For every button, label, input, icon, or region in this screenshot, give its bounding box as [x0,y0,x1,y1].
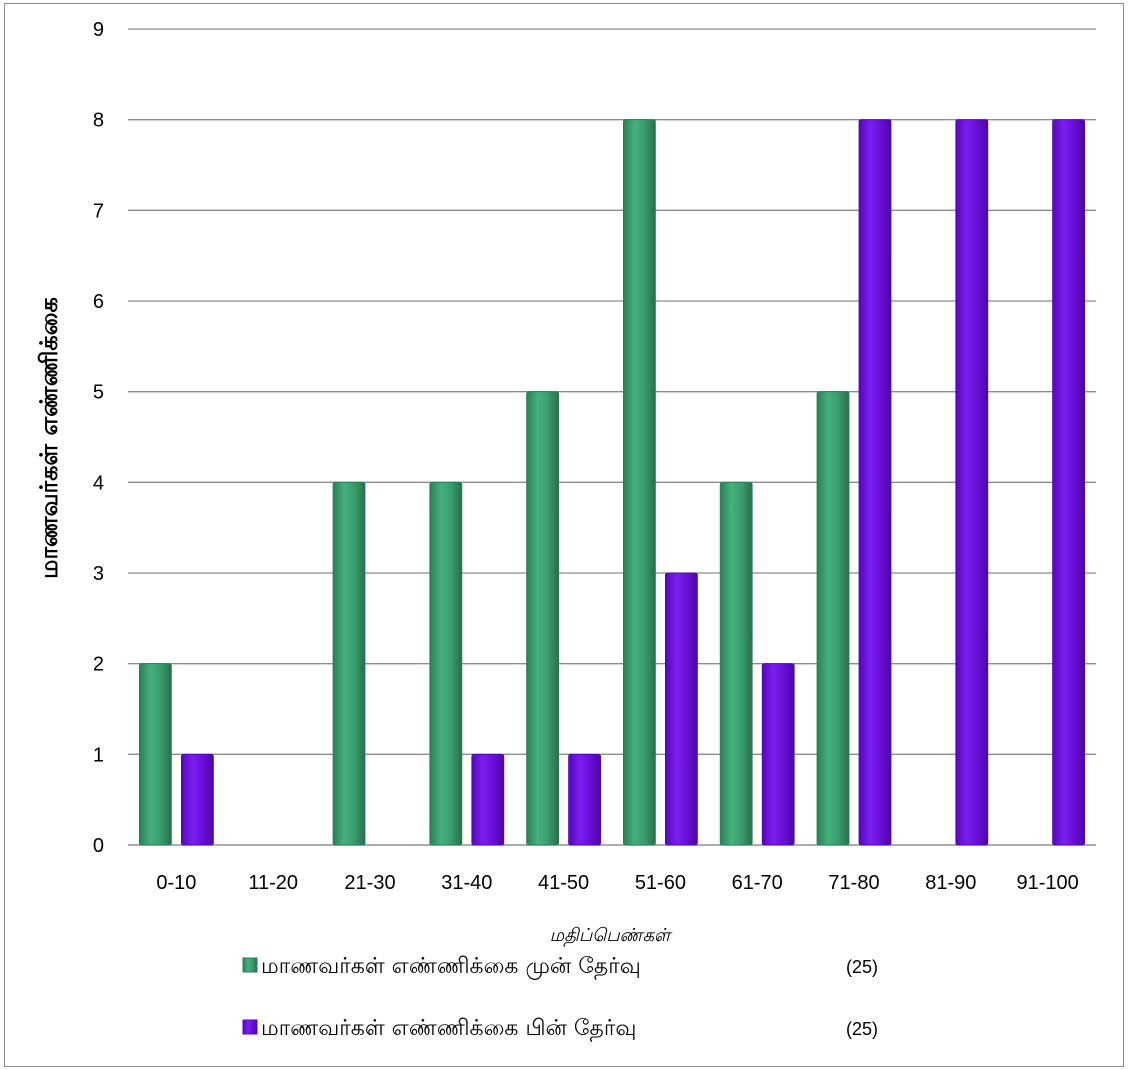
legend-item-post-test: மாணவர்கள் எண்ணிக்கை பின் தேர்வு (25) [242,1016,878,1042]
bar-post-test [858,119,892,846]
y-tick-label: 4 [93,472,104,494]
x-tick-label: 61-70 [732,872,783,894]
bar-pre-test [719,481,753,846]
bar-post-test [955,119,989,846]
legend-label-post-test: மாணவர்கள் எண்ணிக்கை பின் தேர்வு [261,1016,636,1042]
bar-pre-test [138,663,172,846]
y-tick-labels: 0 1 2 3 4 5 6 7 8 9 [93,19,104,857]
x-tick-label: 21-30 [344,872,395,894]
y-tick-label: 1 [93,744,104,766]
y-tick-label: 3 [93,563,104,585]
legend-item-pre-test: மாணவர்கள் எண்ணிக்கை முன் தேர்வு (25) [242,954,878,980]
bar-post-test [471,753,505,846]
y-tick-label: 6 [93,291,104,313]
x-tick-label: 41-50 [538,872,589,894]
x-tick-labels: 0-10 11-20 21-30 31-40 41-50 51-60 61-70 71-80 8… [156,872,1078,894]
x-tick-label: 51-60 [635,872,686,894]
bar-pre-test [623,119,656,846]
legend-label-pre-test: மாணவர்கள் எண்ணிக்கை முன் தேர்வு [261,954,641,980]
y-tick-label: 5 [93,382,104,404]
bars [138,119,1085,846]
y-axis-label: மாணவர்கள் எண்ணிக்கை [35,297,63,579]
legend-swatch-pre-test [242,957,258,973]
bar-post-test [761,663,795,846]
legend: மாணவர்கள் எண்ணிக்கை முன் தேர்வு (25) மாண… [242,954,878,1042]
x-tick-label: 71-80 [828,872,879,894]
bar-pre-test [816,391,850,846]
x-tick-label: 0-10 [156,872,196,894]
chart-frame [4,3,1124,1067]
y-tick-label: 9 [93,19,104,41]
x-tick-label: 91-100 [1016,872,1078,894]
x-tick-label: 31-40 [441,872,492,894]
y-tick-label: 2 [93,654,104,676]
bar-post-test [665,572,698,846]
bar-pre-test [332,481,366,846]
bar-pre-test [429,481,463,846]
y-tick-label: 7 [93,200,104,222]
legend-swatch-post-test [242,1019,258,1035]
y-tick-label: 0 [93,835,104,857]
gridlines [128,28,1096,846]
bar-post-test [568,753,601,846]
x-tick-label: 11-20 [248,872,298,894]
x-axis-label: மதிப்பெண்கள் [550,925,673,947]
legend-suffix-post-test: (25) [846,1019,878,1039]
bar-post-test [180,753,214,846]
x-tick-label: 81-90 [925,872,976,894]
legend-suffix-pre-test: (25) [846,957,878,977]
bar-pre-test [526,391,559,846]
y-tick-label: 8 [93,110,104,132]
bar-post-test [1052,119,1085,846]
